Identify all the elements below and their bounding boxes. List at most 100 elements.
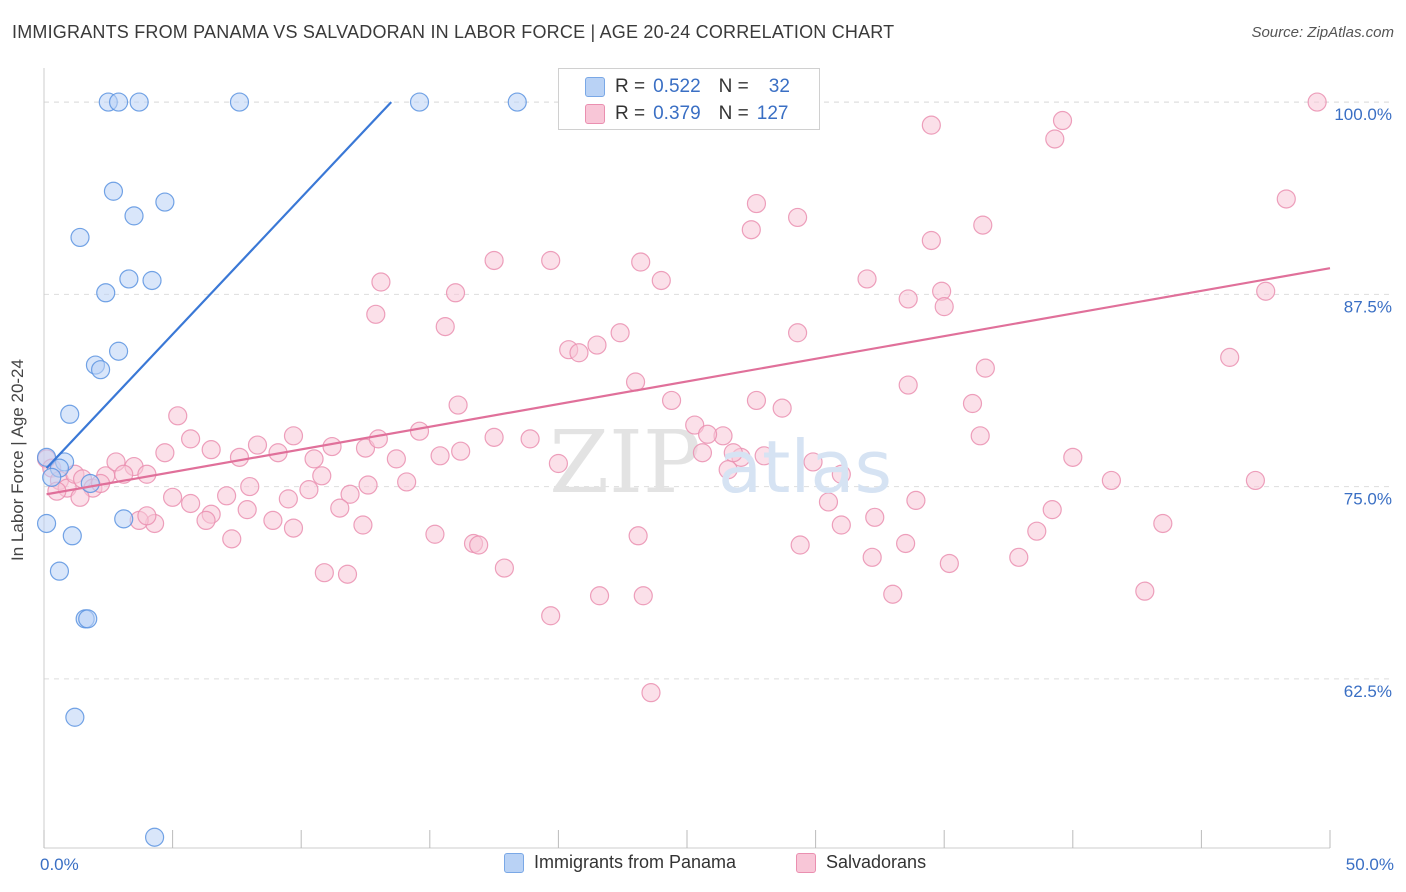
salvadoran-point	[386, 449, 406, 469]
salvadoran-point	[330, 498, 350, 518]
panama-point	[409, 92, 430, 112]
watermark: ZIP	[549, 413, 701, 513]
legend-item-panama: Immigrants from Panama	[504, 852, 736, 873]
y-tick-label: 100.0%	[1334, 105, 1392, 124]
salvadoran-point	[397, 472, 417, 492]
salvadoran-point	[484, 427, 504, 447]
salvadoran-point	[587, 335, 607, 355]
panama-point	[129, 92, 149, 112]
salvadoran-point	[312, 466, 332, 486]
stats-row-panama: R = 0.522 N = 32	[585, 73, 790, 101]
salvadoran-point	[541, 250, 561, 271]
salvadoran-point	[283, 518, 304, 538]
salvadoran-point	[217, 486, 237, 506]
salvadoran-point	[633, 586, 653, 606]
salvadoran-point	[1009, 547, 1029, 567]
salvadoran-point	[451, 441, 471, 461]
salvadoran-point	[201, 440, 221, 460]
panama-point	[42, 467, 62, 487]
salvadoran-point	[168, 406, 188, 426]
panama-point	[108, 92, 129, 112]
n-value: 32	[768, 76, 790, 97]
salvadoran-point	[314, 563, 334, 583]
r-value: 0.522	[653, 76, 701, 97]
salvadoran-point	[409, 421, 430, 441]
salvadoran-point	[803, 452, 823, 472]
panama-point	[78, 609, 98, 629]
legend-swatch-salvadoran	[796, 852, 816, 873]
salvadoran-point	[610, 323, 630, 343]
salvadoran-point	[337, 564, 358, 584]
panama-point	[90, 360, 111, 380]
salvadoran-point	[697, 424, 718, 444]
salvadoran-point	[906, 490, 926, 511]
panama-trend-line	[45, 101, 393, 469]
salvadoran-point	[921, 115, 941, 135]
salvadoran-point	[425, 524, 445, 544]
salvadoran-point	[970, 426, 990, 446]
salvadoran-point	[1027, 521, 1047, 541]
panama-point	[119, 269, 139, 289]
panama-point	[49, 561, 70, 581]
salvadoran-point	[445, 283, 466, 303]
salvadoran-point	[692, 443, 713, 463]
salvadoran-point	[1045, 129, 1065, 149]
panama-point	[80, 473, 100, 494]
legend-label-panama: Immigrants from Panama	[534, 852, 737, 872]
salvadoran-point	[237, 500, 257, 520]
salvadoran-point	[181, 493, 201, 514]
salvadoran-trend-line	[46, 267, 1331, 496]
salvadoran-point	[898, 375, 918, 395]
salvadoran-point	[469, 535, 489, 555]
r-value: 0.379	[653, 103, 701, 124]
panama-point	[124, 206, 144, 226]
salvadoran-point	[1135, 581, 1155, 601]
salvadoran-point	[883, 584, 903, 604]
salvadoran-point	[934, 297, 954, 317]
salvadoran-point	[1063, 447, 1083, 467]
panama-point	[155, 192, 175, 212]
y-tick-label: 87.5%	[1344, 297, 1392, 316]
panama-point	[229, 92, 250, 112]
salvadoran-point	[746, 390, 767, 411]
watermark-atlas: atlas	[718, 425, 892, 509]
salvadoran-point	[340, 484, 360, 504]
salvadoran-point	[430, 446, 450, 466]
panama-point	[36, 513, 57, 534]
stats-legend: R = 0.522 N = 32 R = 0.379 N = 127	[558, 68, 820, 130]
salvadoran-point	[569, 343, 589, 363]
salvadoran-point	[1245, 470, 1266, 491]
salvadoran-point	[651, 270, 671, 291]
salvadoran-point	[685, 415, 705, 435]
y-tick-label: 75.0%	[1344, 490, 1392, 509]
salvadoran-point	[1101, 470, 1121, 491]
salvadoran-point	[741, 220, 761, 240]
salvadoran-point	[283, 426, 304, 446]
salvadoran-point	[155, 443, 175, 463]
salvadoran-point	[448, 395, 468, 415]
salvadoran-point	[1256, 281, 1276, 301]
n-label: N =	[718, 103, 749, 124]
salvadoran-point	[1220, 347, 1240, 367]
salvadoran-point	[299, 480, 319, 500]
salvadoran-point	[787, 323, 808, 343]
salvadoran-point	[723, 443, 743, 463]
salvadoran-point	[1042, 500, 1062, 520]
salvadoran-point	[371, 272, 391, 292]
panama-point	[96, 283, 116, 303]
salvadoran-point	[137, 506, 157, 526]
salvadoran-point	[229, 447, 250, 467]
salvadoran-point	[661, 390, 682, 411]
panama-point	[60, 404, 80, 424]
chart-title: IMMIGRANTS FROM PANAMA VS SALVADORAN IN …	[12, 22, 895, 42]
salvadoran-point	[746, 193, 767, 214]
salvadoran-point	[787, 207, 808, 228]
salvadoran-point	[896, 533, 916, 554]
salvadoran-point	[1153, 513, 1173, 534]
panama-point	[142, 270, 162, 291]
salvadoran-point	[484, 250, 504, 271]
legend-item-salvadoran: Salvadorans	[796, 852, 926, 873]
salvadoran-point	[435, 317, 455, 337]
n-value: 127	[756, 103, 789, 124]
bottom-legend: Immigrants from Panama Salvadorans	[0, 852, 1406, 878]
